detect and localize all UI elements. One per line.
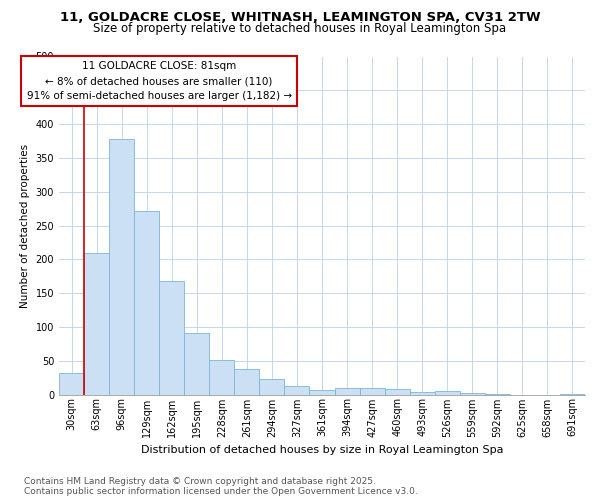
Bar [259,379,284,394]
Bar [410,392,435,394]
Bar [435,391,460,394]
Bar [84,252,109,394]
Bar [59,373,84,394]
Bar [460,393,485,394]
Text: Size of property relative to detached houses in Royal Leamington Spa: Size of property relative to detached ho… [94,22,506,35]
Bar [209,360,235,394]
Bar [184,333,209,394]
Text: Contains HM Land Registry data © Crown copyright and database right 2025.
Contai: Contains HM Land Registry data © Crown c… [24,476,418,496]
Bar [310,390,335,394]
X-axis label: Distribution of detached houses by size in Royal Leamington Spa: Distribution of detached houses by size … [141,445,503,455]
Bar [235,369,259,394]
Bar [335,388,359,394]
Bar [109,139,134,394]
Bar [359,388,385,394]
Y-axis label: Number of detached properties: Number of detached properties [20,144,30,308]
Bar [134,210,159,394]
Text: 11, GOLDACRE CLOSE, WHITNASH, LEAMINGTON SPA, CV31 2TW: 11, GOLDACRE CLOSE, WHITNASH, LEAMINGTON… [59,11,541,24]
Bar [159,281,184,394]
Bar [385,389,410,394]
Bar [284,386,310,394]
Text: 11 GOLDACRE CLOSE: 81sqm
← 8% of detached houses are smaller (110)
91% of semi-d: 11 GOLDACRE CLOSE: 81sqm ← 8% of detache… [26,61,292,101]
